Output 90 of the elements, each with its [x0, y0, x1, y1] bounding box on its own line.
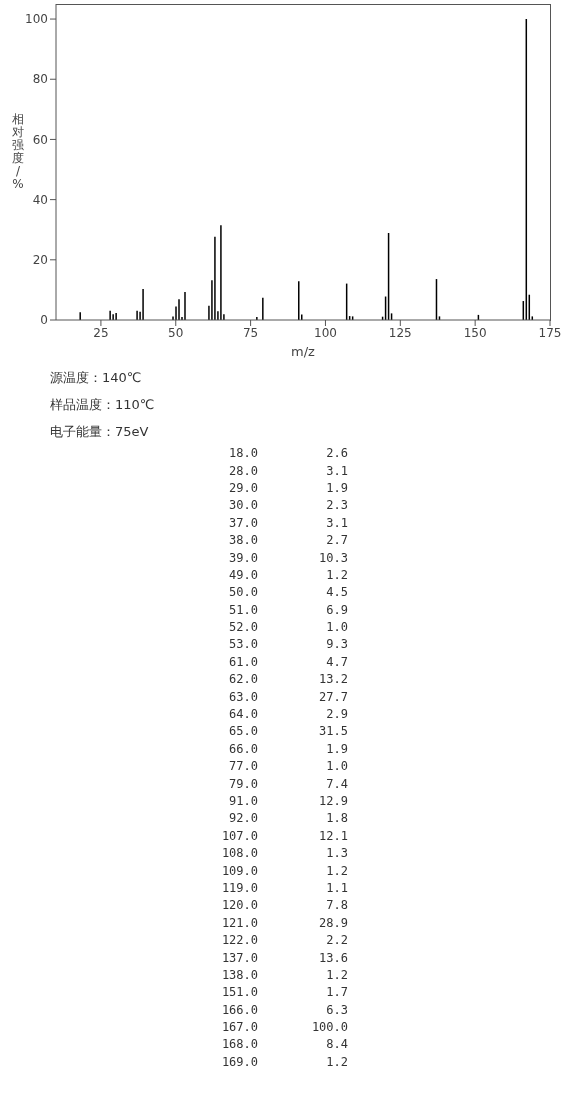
category-label: 167.0 — [220, 1019, 258, 1037]
text: 电子能量：75eV — [50, 423, 150, 441]
category-label: 166.0 — [220, 1001, 258, 1019]
category-label: 50.0 — [228, 584, 258, 602]
y-tick-label: 80 — [32, 72, 48, 87]
x-tick-label: 25 — [93, 325, 109, 340]
text: 13.2 — [319, 672, 348, 687]
category-label: 168.0 — [220, 1036, 258, 1054]
category-label: 18.0 — [228, 445, 258, 463]
text: 7.8 — [326, 898, 348, 913]
category-label: 29.0 — [228, 479, 258, 497]
category-label: 38.0 — [228, 532, 258, 550]
x-tick-label: 175 — [538, 325, 562, 340]
category-label: 53.0 — [228, 636, 258, 654]
text: 27.7 — [319, 689, 348, 704]
text: 1.8 — [326, 811, 348, 826]
category-label: 109.0 — [220, 862, 258, 880]
text: 2.9 — [326, 707, 348, 722]
category-label: 121.0 — [220, 914, 258, 932]
y-tick-label: 20 — [32, 253, 48, 268]
x-tick-label: 125 — [388, 325, 412, 340]
text: 1.2 — [326, 967, 348, 982]
text: 1.7 — [326, 985, 348, 1000]
category-label: 169.0 — [220, 1053, 258, 1071]
text: 1.1 — [326, 880, 348, 895]
text: 9.3 — [326, 637, 348, 652]
text: 6.3 — [326, 1002, 348, 1017]
text: 1.2 — [326, 863, 348, 878]
text: 1.3 — [326, 846, 348, 861]
category-label: 37.0 — [228, 514, 258, 532]
text: 12.9 — [319, 794, 348, 808]
category-label: 120.0 — [220, 897, 258, 915]
text: 2.3 — [326, 498, 348, 513]
y-tick-label: 100 — [25, 12, 48, 27]
text: 1.2 — [326, 567, 348, 582]
category-label: 66.0 — [228, 740, 258, 758]
text: 1.0 — [326, 759, 348, 774]
category-label: 64.0 — [228, 706, 258, 724]
category-label: 51.0 — [228, 601, 258, 619]
category-label: 79.0 — [228, 775, 258, 793]
category-label: 77.0 — [228, 758, 258, 776]
y-tick-label: 60 — [32, 132, 48, 147]
category-label: 63.0 — [228, 688, 258, 706]
text: 4.5 — [326, 585, 348, 600]
text: 12.1 — [319, 828, 348, 843]
category-label: 61.0 — [228, 653, 258, 671]
text: 100.0 — [311, 1020, 348, 1035]
text: 28.9 — [319, 915, 348, 930]
text: 13.6 — [319, 950, 348, 965]
text: 2.7 — [326, 533, 348, 548]
category-label: 30.0 — [228, 497, 258, 515]
category-label: 107.0 — [220, 827, 258, 845]
text: 3.1 — [326, 515, 348, 530]
category-label: 49.0 — [228, 566, 258, 584]
x-tick-label: 100 — [314, 325, 337, 340]
y-tick-label: 40 — [32, 192, 48, 207]
text: 6.9 — [326, 602, 348, 617]
text: 7.4 — [326, 776, 348, 791]
x-axis-title: m/z — [291, 344, 316, 359]
text: 源温度：140℃ — [50, 369, 143, 387]
text: 1.2 — [326, 1054, 348, 1069]
category-label: 137.0 — [220, 949, 258, 967]
text: 31.5 — [319, 724, 348, 739]
text: 样品温度：110℃ — [50, 396, 156, 414]
category-label: 119.0 — [220, 879, 258, 897]
text: 2.6 — [326, 446, 348, 461]
category-label: 92.0 — [228, 810, 258, 828]
category-label: 138.0 — [220, 966, 258, 984]
category-label: 151.0 — [220, 984, 258, 1002]
text: 3.1 — [326, 463, 348, 478]
category-label: 65.0 — [228, 723, 258, 741]
category-label: 122.0 — [220, 932, 258, 950]
text: 1.9 — [326, 741, 348, 756]
text: 4.7 — [326, 654, 348, 669]
category-label: 39.0 — [228, 549, 258, 567]
category-label: 52.0 — [228, 619, 258, 637]
category-label: 108.0 — [220, 845, 258, 863]
text: 2.2 — [326, 933, 348, 948]
x-tick-label: 75 — [242, 325, 259, 340]
text: 1.0 — [326, 620, 348, 635]
category-label: 91.0 — [228, 793, 258, 810]
text: 8.4 — [326, 1037, 348, 1052]
category-label: 28.0 — [228, 462, 258, 480]
x-tick-label: 150 — [463, 325, 487, 340]
y-axis-title: 相对强度/% — [12, 112, 24, 191]
category-label: 62.0 — [228, 671, 258, 689]
x-tick-label: 50 — [168, 325, 184, 340]
text: 1.9 — [326, 480, 348, 495]
y-tick-label: 0 — [40, 313, 48, 328]
text: 10.3 — [319, 550, 348, 565]
